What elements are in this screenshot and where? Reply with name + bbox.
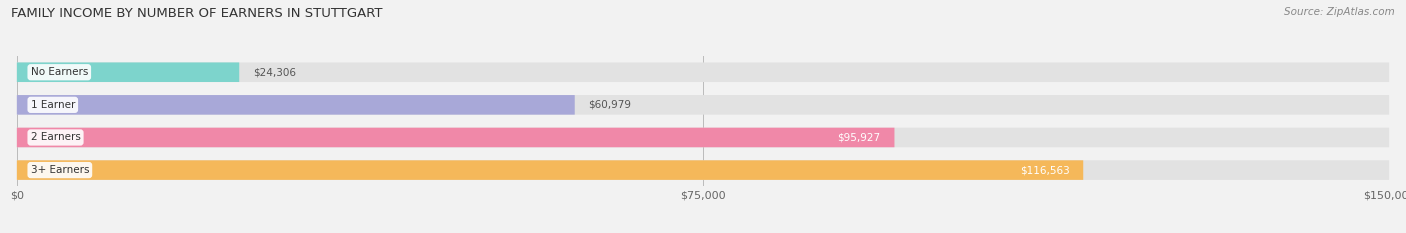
Text: $24,306: $24,306 [253, 67, 295, 77]
FancyBboxPatch shape [17, 128, 1389, 147]
FancyBboxPatch shape [17, 62, 1389, 82]
FancyBboxPatch shape [17, 95, 1389, 115]
Text: 1 Earner: 1 Earner [31, 100, 75, 110]
FancyBboxPatch shape [17, 62, 239, 82]
FancyBboxPatch shape [17, 95, 575, 115]
Text: 2 Earners: 2 Earners [31, 133, 80, 142]
Text: No Earners: No Earners [31, 67, 89, 77]
Text: $60,979: $60,979 [589, 100, 631, 110]
Text: Source: ZipAtlas.com: Source: ZipAtlas.com [1284, 7, 1395, 17]
FancyBboxPatch shape [17, 160, 1389, 180]
FancyBboxPatch shape [17, 160, 1083, 180]
Text: 3+ Earners: 3+ Earners [31, 165, 89, 175]
Text: $116,563: $116,563 [1019, 165, 1070, 175]
FancyBboxPatch shape [17, 128, 894, 147]
Text: $95,927: $95,927 [838, 133, 880, 142]
Text: FAMILY INCOME BY NUMBER OF EARNERS IN STUTTGART: FAMILY INCOME BY NUMBER OF EARNERS IN ST… [11, 7, 382, 20]
